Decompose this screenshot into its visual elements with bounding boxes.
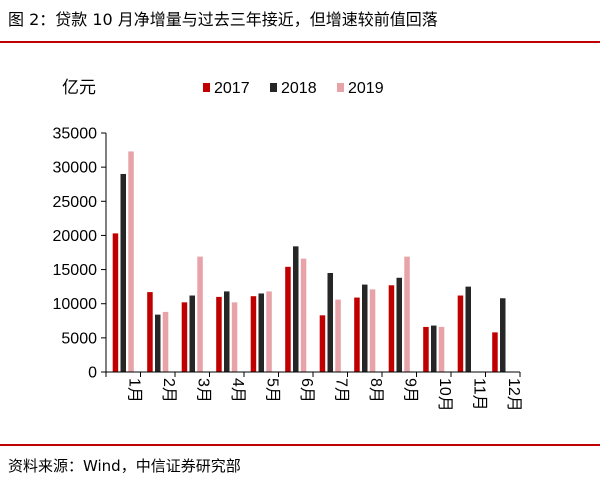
x-tick-label: 8月 <box>367 378 384 403</box>
bar-2019 <box>231 302 238 372</box>
bar-2018 <box>189 295 195 372</box>
figure-title: 图 2：贷款 10 月净增量与过去三年接近，但增速较前值回落 <box>8 10 438 29</box>
bar-2018 <box>155 314 161 372</box>
bar-2017 <box>457 295 464 372</box>
y-axis: 0 5000 10000 15000 20000 25000 30000 35000 <box>53 126 107 382</box>
x-axis: 1月 2月 3月 4月 5月 6月 7月 8月 9月 10月 11月 12月 <box>105 371 522 412</box>
source-note: 资料来源：Wind，中信证券研究部 <box>8 457 241 475</box>
x-tick-label: 7月 <box>332 378 349 403</box>
x-tick-label: 3月 <box>194 378 211 403</box>
legend-swatch-2017 <box>203 83 210 92</box>
legend-label-2017: 2017 <box>214 80 250 97</box>
legend-swatch-2019 <box>337 83 344 92</box>
bar-2018 <box>431 325 437 372</box>
y-tick-label: 30000 <box>53 160 98 177</box>
bar-2017 <box>319 315 326 372</box>
bar-2017 <box>354 297 360 372</box>
top-rule <box>0 41 600 43</box>
bar-2019 <box>266 291 272 372</box>
bar-2019 <box>197 256 203 372</box>
bar-2019 <box>438 326 445 372</box>
bar-2019 <box>128 151 134 372</box>
bar-2018 <box>500 298 506 372</box>
bar-2019 <box>369 289 376 372</box>
y-tick-label: 35000 <box>53 126 98 143</box>
x-tick-label: 10月 <box>436 378 453 412</box>
bar-2018 <box>120 173 126 372</box>
bar-2017 <box>147 292 153 372</box>
legend-label-2019: 2019 <box>348 80 384 97</box>
bar-2019 <box>300 258 307 372</box>
y-tick-label: 15000 <box>53 262 98 279</box>
bottom-rule <box>0 444 600 446</box>
bar-2018 <box>258 293 264 372</box>
x-tick-label: 2月 <box>160 378 177 403</box>
bar-2019 <box>162 311 169 372</box>
bar-2018 <box>293 246 299 372</box>
bar-2018 <box>224 291 230 372</box>
x-tick-label: 12月 <box>505 378 522 412</box>
y-tick-label: 25000 <box>53 194 98 211</box>
legend-label-2018: 2018 <box>281 80 317 97</box>
bar-2019 <box>404 256 410 372</box>
x-tick-label: 9月 <box>401 378 418 403</box>
bar-2017 <box>423 326 429 372</box>
bar-2018 <box>327 272 333 372</box>
y-tick-label: 20000 <box>53 228 98 245</box>
legend: 2017 2018 2019 <box>203 80 384 97</box>
x-tick-label: 5月 <box>263 378 280 403</box>
bar-2018 <box>396 277 402 372</box>
y-axis-unit-label: 亿元 <box>62 78 96 97</box>
bar-2017 <box>492 332 498 372</box>
bar-2017 <box>112 233 119 372</box>
y-tick-label: 5000 <box>61 330 97 347</box>
bar-2017 <box>181 302 188 372</box>
x-tick-label: 4月 <box>229 378 246 403</box>
bar-2018 <box>465 286 471 372</box>
bar-2017 <box>250 296 257 372</box>
y-tick-label: 0 <box>88 365 97 382</box>
bars <box>112 151 506 372</box>
bar-2019 <box>335 299 341 372</box>
bar-2017 <box>216 296 222 372</box>
x-tick-label: 6月 <box>298 378 315 403</box>
x-tick-label: 11月 <box>470 378 487 411</box>
legend-swatch-2018 <box>270 83 277 92</box>
x-tick-label: 1月 <box>125 378 142 403</box>
bar-2017 <box>388 285 395 372</box>
bar-2018 <box>362 284 368 372</box>
y-tick-label: 10000 <box>53 296 98 313</box>
bar-2017 <box>285 266 291 372</box>
